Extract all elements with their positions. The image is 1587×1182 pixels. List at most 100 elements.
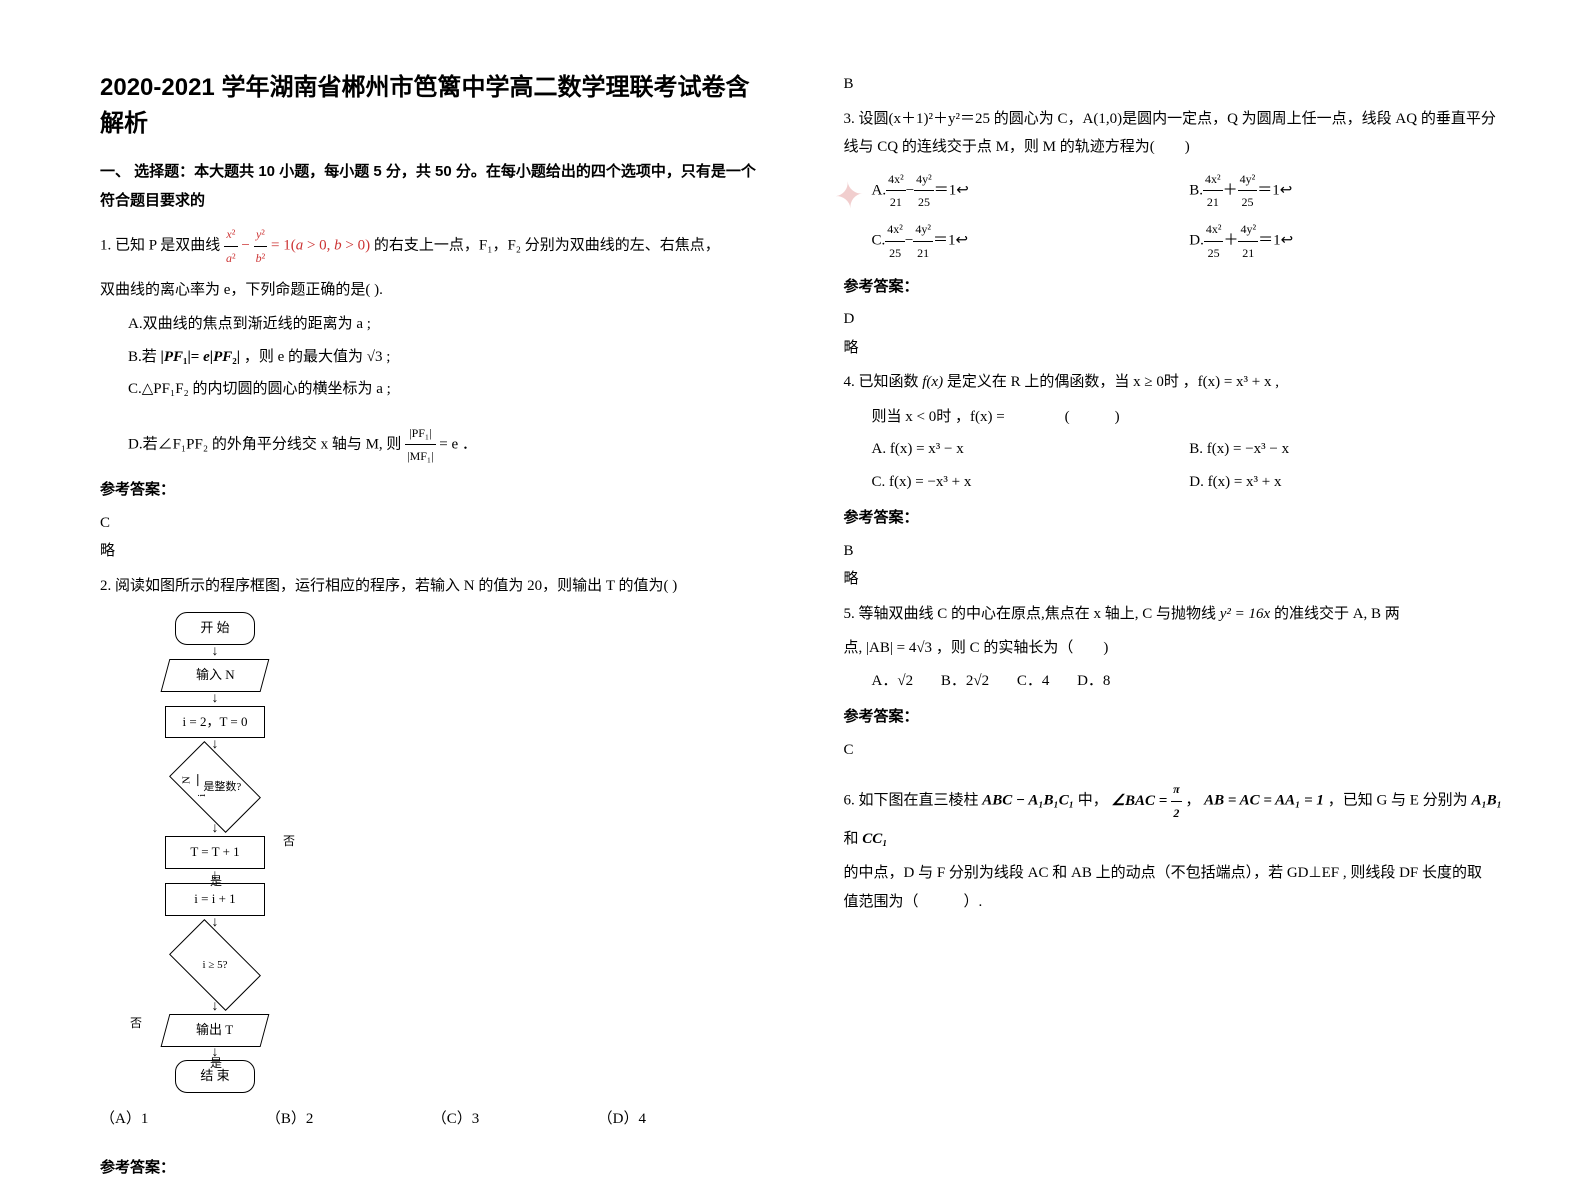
doc-title: 2020-2021 学年湖南省郴州市笆篱中学高二数学理联考试卷含解析 (100, 70, 764, 142)
q3-D-nl: 4x² (1204, 218, 1224, 242)
q5-answer-label: 参考答案： (844, 703, 1508, 732)
q1-optB-eq: |PF₁|= e|PF₂| (161, 349, 241, 365)
question-4: 4. 已知函数 f(x) 是定义在 R 上的偶函数，当 x ≥ 0时 ，f(x)… (844, 368, 1508, 397)
q1-optD-frac: |PF₁| |MF₁| (405, 422, 435, 469)
fc-arrow-4: ↓ (140, 822, 290, 836)
fc-arrow: ↓ (140, 645, 290, 659)
q3-B-dl: 21 (1203, 191, 1223, 214)
stamp-icon: ✦ (830, 160, 867, 231)
q3-C-pre: C. (872, 233, 886, 249)
q3-A-nl: 4x² (886, 168, 906, 192)
q3-answer-label: 参考答案： (844, 273, 1508, 302)
question-6: 6. 如下图在直三棱柱 ABC − A₁B₁C₁ 中， ∠BAC = π2 ， … (844, 778, 1508, 853)
q6-mid1: 中， (1078, 793, 1108, 809)
q4-optB: B. f(x) = −x³ − x (1189, 435, 1507, 464)
fc-cond1-text: Ni 是整数? (189, 766, 242, 809)
q2-optD: （D）4 (598, 1105, 764, 1134)
q4-answer-label: 参考答案： (844, 504, 1508, 533)
q3-C-nl: 4x² (885, 218, 905, 242)
q3-A-op: − (906, 182, 914, 198)
q2-optC: （C）3 (432, 1105, 598, 1134)
q5-line2: 点, |AB| = 4√3 ，则 C 的实轴长为（ ) (844, 634, 1508, 663)
q3-B-nr: 4y² (1238, 168, 1258, 192)
q6-prism: ABC − A₁B₁C₁ (982, 793, 1074, 809)
question-1: 1. 已知 P 是双曲线 x²a² − y²b² = 1(a > 0, b > … (100, 223, 764, 270)
fc-init: i = 2，T = 0 (165, 706, 265, 739)
fc-start: 开 始 (175, 612, 255, 645)
q6-seg1: A₁B₁ (1471, 793, 1501, 809)
q3-B-op: ＋ (1223, 182, 1238, 198)
q3-B-suf: ＝1↩ (1257, 182, 1292, 198)
q6-angle: ∠BAC = π2 (1112, 793, 1182, 809)
q3-optC: C.4x²25−4y²21＝1↩ (872, 218, 1190, 265)
q1-answer: C (100, 509, 764, 538)
q1-optD-suf: ． (462, 436, 477, 452)
fc-input-text: 输入 N (196, 663, 235, 688)
q3-A-pre: A. (872, 182, 887, 198)
fc-arrow-2: ↓ (140, 692, 290, 706)
q5-optA: A．√2 (872, 673, 914, 689)
fc-c1-d: i (192, 789, 213, 801)
question-2: 2. 阅读如图所示的程序框图，运行相应的程序，若输入 N 的值为 20，则输出 … (100, 572, 764, 601)
q2-optA: （A）1 (100, 1105, 266, 1134)
question-5: 5. 等轴双曲线 C 的中心在原点,焦点在 x 轴上, C 与抛物线 y² = … (844, 600, 1508, 629)
q3-D-pre: D. (1189, 233, 1204, 249)
q1-optC: C.△PF₁F₂ 的内切圆的圆心的横坐标为 a ; (100, 375, 764, 404)
q5-l2-pre: 点, (844, 640, 863, 656)
fc-arrow-7: ↓ (140, 1000, 290, 1014)
q1-optD-den: |MF₁| (405, 445, 435, 468)
q4-l2-suf: ，f(x) = ( ) (955, 409, 1120, 425)
q5-l2-suf: ，则 C 的实轴长为（ ) (936, 640, 1109, 656)
question-3: 3. 设圆(x＋1)²＋y²＝25 的圆心为 C，A(1,0)是圆内一定点，Q … (844, 105, 1508, 162)
q3-B-dr: 25 (1238, 191, 1258, 214)
q5-answer: C (844, 736, 1508, 765)
q3-answer: D (844, 305, 1508, 334)
q3-A-suf: ＝1↩ (934, 182, 969, 198)
q6-line3: 值范围为（ ）. (844, 888, 1508, 917)
flowchart: 开 始 ↓ 输入 N ↓ i = 2，T = 0 ↓ Ni 是整数? 否 是 ↓… (140, 612, 290, 1093)
fc-yes-2: 是 (210, 1052, 222, 1075)
fc-arrow-3: ↓ (140, 738, 290, 752)
q4-pre: 4. 已知函数 (844, 374, 919, 390)
fc-yes-1: 是 (210, 870, 222, 893)
q1-answer-label: 参考答案： (100, 476, 764, 505)
q1-optD-rhs: = e (439, 436, 458, 452)
q4-cond1: x ≥ 0时 (1133, 374, 1179, 390)
q5-optD: D．8 (1077, 673, 1110, 689)
q4-mid2: ，f(x) = x³ + x , (1183, 374, 1279, 390)
q4-cond2: x < 0时 (905, 409, 951, 425)
q3-C-suf: ＝1↩ (933, 233, 968, 249)
fc-c1-n: N (176, 774, 198, 786)
fc-cond2: i ≥ 5? (169, 919, 261, 1011)
q3-C-dl: 25 (885, 242, 905, 265)
q6-and: 和 (844, 831, 859, 847)
q4-line2: 则当 x < 0时 ，f(x) = ( ) (844, 403, 1508, 432)
fc-no-1: 否 (283, 830, 295, 853)
q1-optB-suf: ，则 e 的最大值为 √3 ; (244, 349, 391, 365)
q1-optB-pre: B.若 (128, 349, 157, 365)
q1-optB: B.若 |PF₁|= e|PF₂| ，则 e 的最大值为 √3 ; (100, 343, 764, 372)
q1-omit: 略 (100, 537, 764, 566)
q3-A-dr: 25 (914, 191, 934, 214)
fc-arrow-6: ↓ (140, 916, 290, 930)
q5-para: y² = 16x (1220, 606, 1270, 622)
q2-choices: （A）1 （B）2 （C）3 （D）4 (100, 1105, 764, 1134)
q3-C-nr: 4y² (913, 218, 933, 242)
q6-pre: 6. 如下图在直三棱柱 (844, 793, 979, 809)
section-1-head: 一、 选择题：本大题共 10 小题，每小题 5 分，共 50 分。在每小题给出的… (100, 158, 764, 215)
q3-D-suf: ＝1↩ (1258, 233, 1293, 249)
q4-mid1: 是定义在 R 上的偶函数，当 (947, 374, 1130, 390)
fc-cond2-text: i ≥ 5? (203, 954, 228, 975)
q3-D-op: ＋ (1223, 233, 1238, 249)
q5-mid: 的准线交于 A, B 两 (1274, 606, 1400, 622)
q4-row2: C. f(x) = −x³ + x D. f(x) = x³ + x (872, 468, 1508, 497)
q5-optC: C．4 (1017, 673, 1050, 689)
q3-row2: C.4x²25−4y²21＝1↩ D.4x²25＋4y²21＝1↩ (872, 218, 1508, 265)
fc-no-2: 否 (130, 1012, 142, 1035)
q4-row1: A. f(x) = x³ − x B. f(x) = −x³ − x (872, 435, 1508, 464)
q4-optC: C. f(x) = −x³ + x (872, 468, 1190, 497)
q3-D-nr: 4y² (1238, 218, 1258, 242)
q1-prefix: 1. 已知 P 是双曲线 (100, 238, 220, 254)
q3-options-block: ✦ A.4x²21−4y²25＝1↩ B.4x²21＋4y²25＝1↩ C.4x… (844, 168, 1508, 265)
q1-optD: D.若∠F₁PF₂ 的外角平分线交 x 轴与 M, 则 |PF₁| |MF₁| … (100, 422, 764, 469)
